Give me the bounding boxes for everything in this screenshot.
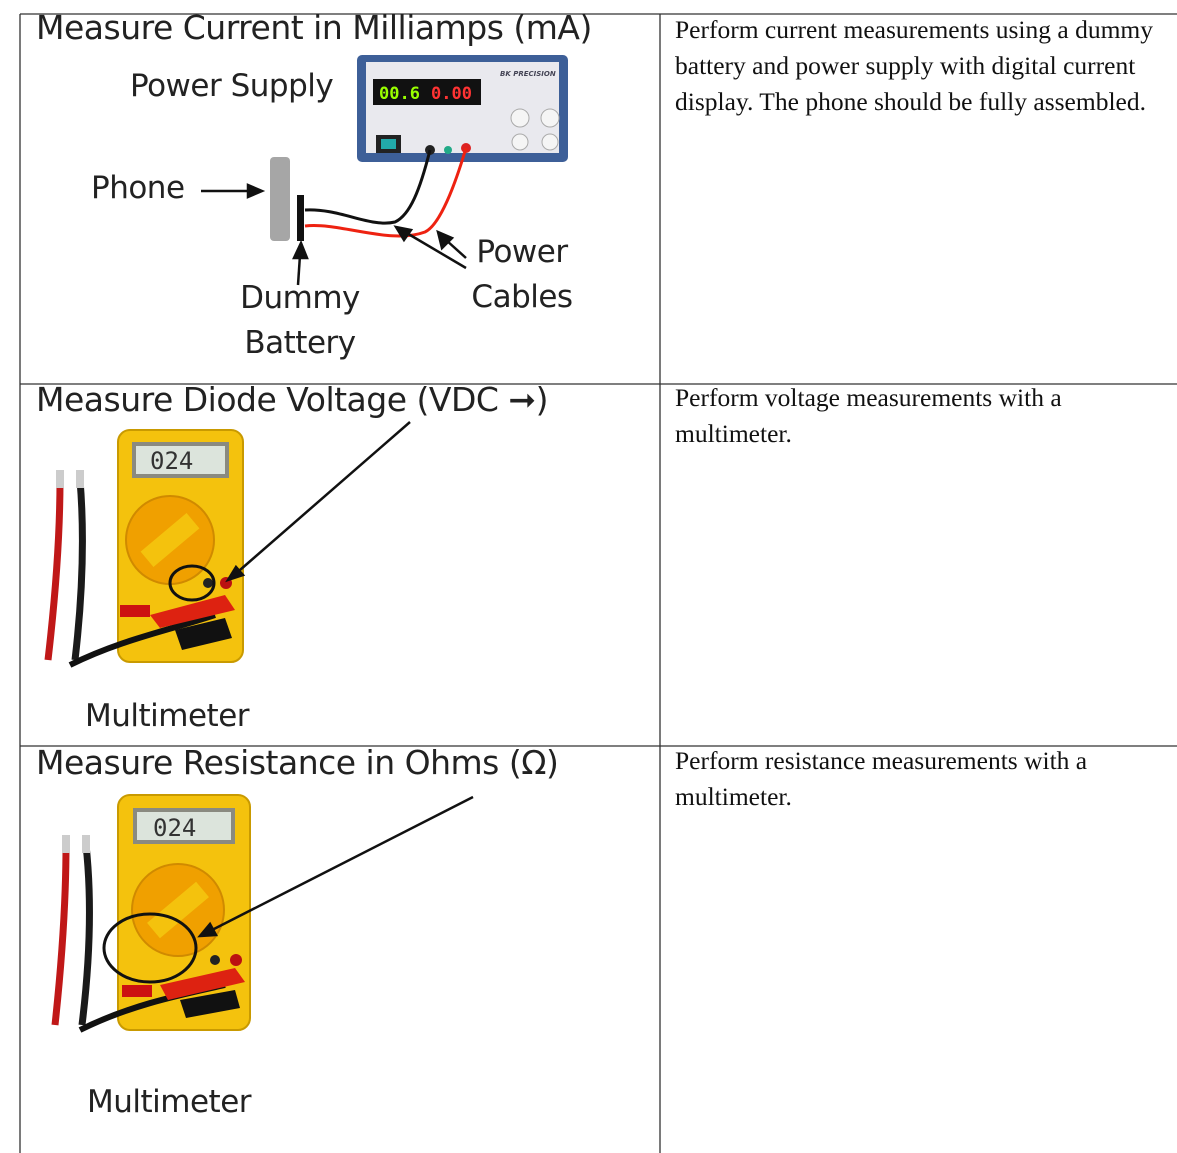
table-border (19, 13, 1177, 1153)
multimeter: 024 (44, 429, 244, 668)
current-reading: 00.6 (379, 84, 420, 104)
voltage-reading: 0.00 (431, 84, 472, 104)
label: Dummy Battery (240, 280, 360, 361)
title: Measure Current in Milliamps (mA) (36, 8, 592, 47)
description: Perform current measurements using a dum… (675, 15, 1154, 116)
description: Perform resistance measurements with a m… (675, 746, 1088, 811)
description: Perform voltage measurements with a mult… (675, 383, 1062, 448)
power-supply: 00.6 0.00 BK PRECISION (357, 55, 568, 162)
label: Multimeter (85, 698, 250, 734)
label: Power Supply (130, 68, 334, 104)
arrow (225, 421, 411, 583)
title: Measure Diode Voltage (VDC ➞) (36, 380, 548, 419)
label: Multimeter (87, 1084, 252, 1120)
svg-text:BK PRECISION: BK PRECISION (500, 70, 556, 78)
display-reading: 024 (153, 814, 196, 842)
title: Measure Resistance in Ohms (Ω) (36, 743, 559, 782)
phone (270, 157, 290, 241)
power-cables (304, 147, 468, 238)
dummy-battery (297, 195, 304, 241)
arrow (197, 795, 474, 938)
label: Power Cables (471, 234, 573, 315)
arrows (201, 183, 467, 286)
label: Phone (91, 170, 185, 206)
display-reading: 024 (150, 447, 193, 475)
multimeter: 024 (51, 794, 251, 1033)
